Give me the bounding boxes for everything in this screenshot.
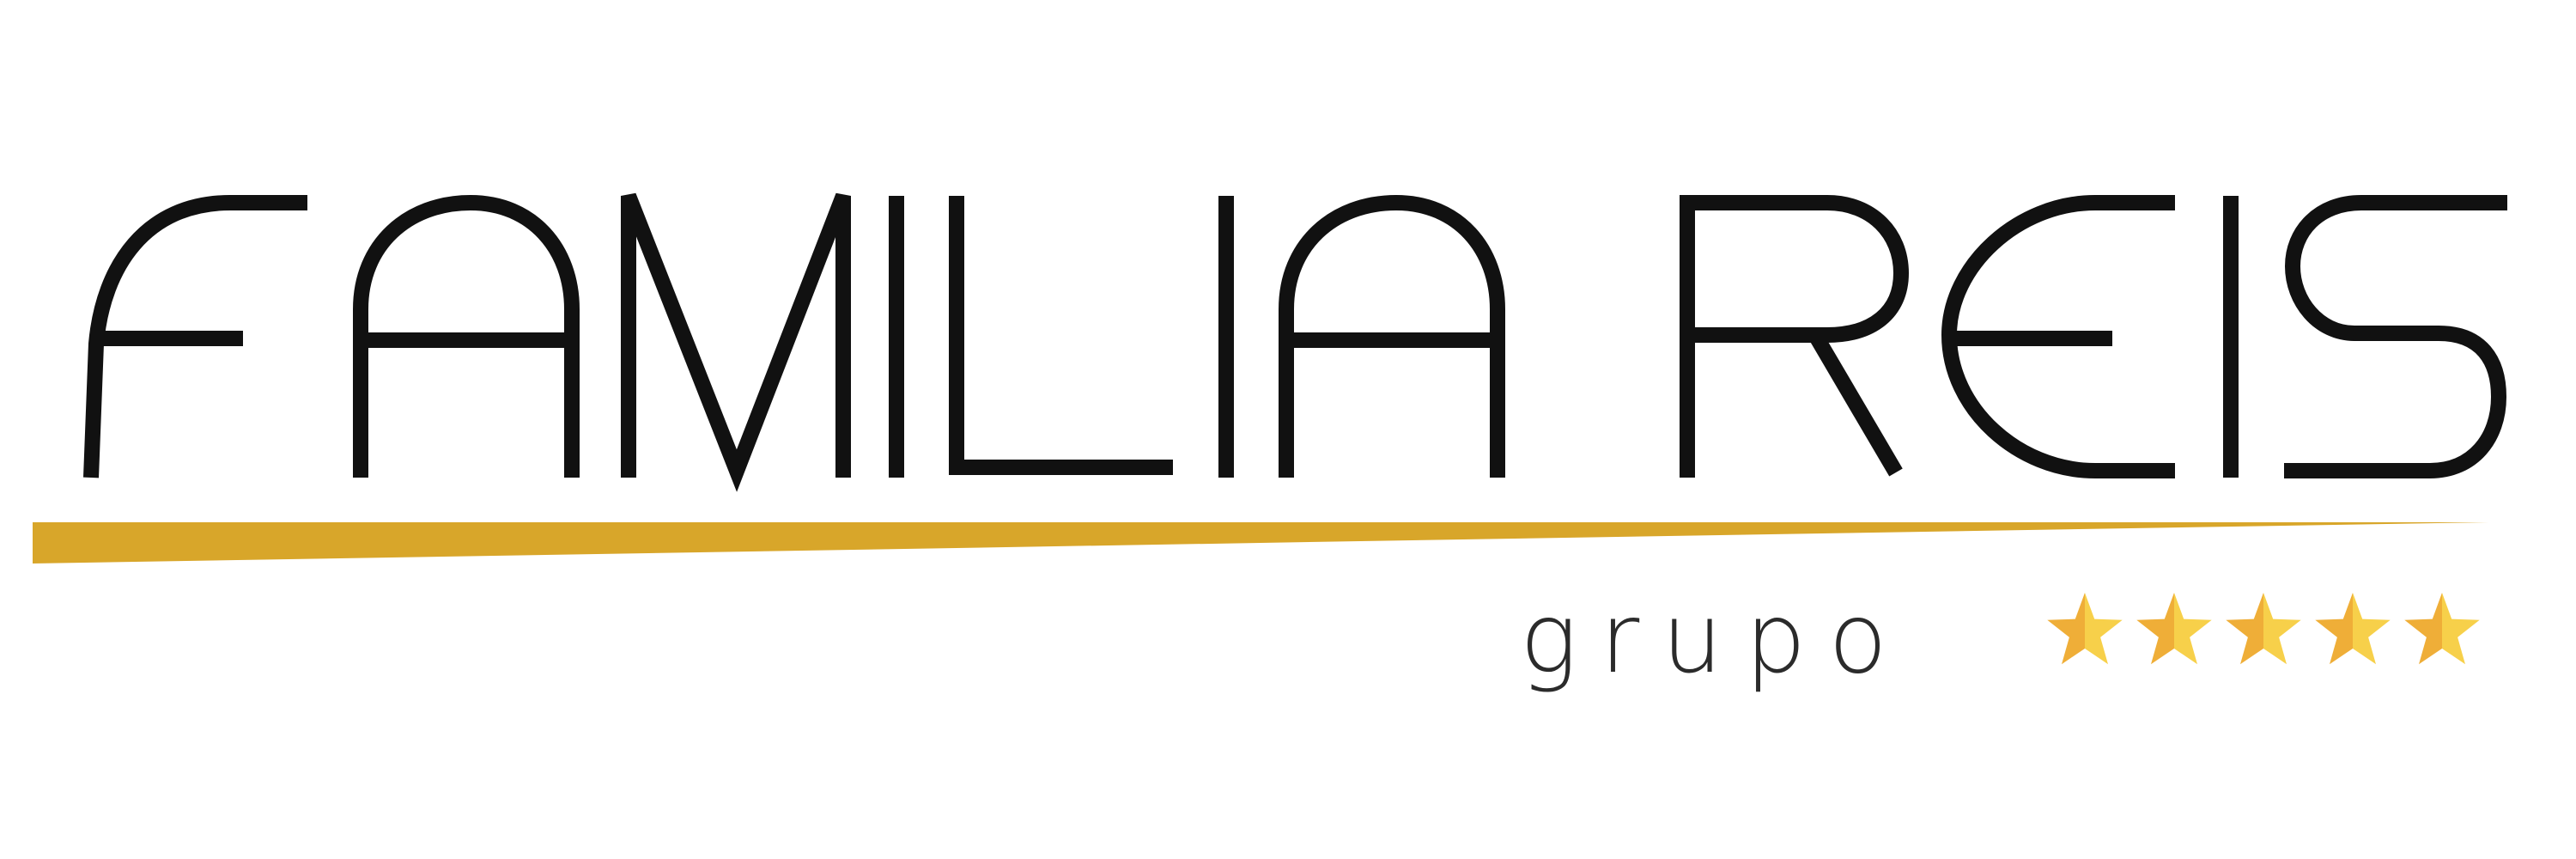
letter-r: [1680, 195, 1910, 478]
star-icon: [2226, 593, 2301, 665]
letter-a: [353, 194, 580, 478]
star-rating: [2047, 593, 2480, 665]
letter-f: [83, 195, 307, 478]
gold-bar: [33, 522, 2488, 564]
letter-l: [949, 196, 1173, 475]
letter-m: [621, 192, 851, 492]
wordmark: [83, 192, 2507, 492]
sub-label-text: grupo: [1520, 583, 1910, 695]
letter-a2: [1279, 194, 1505, 478]
letter-s: [2284, 195, 2507, 478]
letter-e: [1941, 195, 2175, 478]
star-icon: [2136, 593, 2212, 665]
star-icon: [2047, 593, 2123, 665]
star-icon: [2315, 593, 2391, 665]
star-icon: [2404, 593, 2480, 665]
